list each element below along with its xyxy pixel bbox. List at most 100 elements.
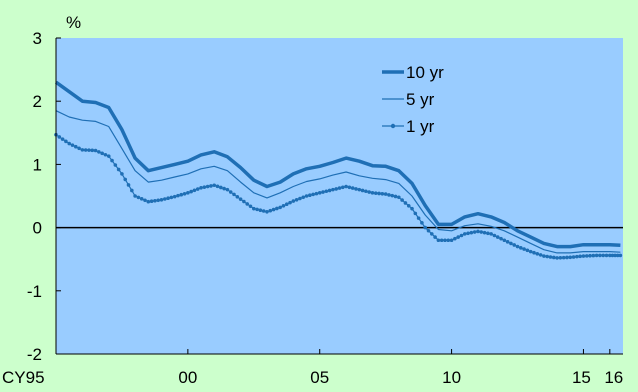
data-point [70,143,75,147]
data-point [238,197,243,201]
data-point [73,144,78,149]
data-point [545,254,549,259]
y-axis-unit-label: % [66,13,81,32]
data-point [538,253,543,257]
data-point [166,196,170,201]
data-point [232,192,236,197]
data-point [535,252,540,256]
y-tick-label: 0 [33,219,42,238]
data-point [261,209,266,213]
data-point [268,208,273,213]
data-point [426,228,431,233]
data-point [472,230,477,234]
data-point [83,148,88,152]
data-point [393,194,398,199]
data-point [344,184,348,189]
data-point [613,253,617,258]
data-point [542,254,546,258]
legend-label-10-yr: 10 yr [406,63,444,82]
data-point [459,233,464,238]
data-point [304,194,309,198]
data-point [528,249,533,254]
data-point [212,183,217,188]
data-point [225,187,230,192]
data-point [499,236,503,241]
data-point [584,254,589,258]
data-point [367,190,371,194]
data-point [97,150,101,154]
data-point [383,192,388,196]
legend-label-1-yr: 1 yr [406,117,435,136]
data-point [495,235,500,239]
y-tick-label: 2 [33,92,42,111]
data-point [192,188,197,193]
data-point [284,202,289,207]
data-point [205,184,210,189]
data-point [337,186,342,190]
x-tick-label: 15 [572,368,591,387]
data-point [324,189,329,194]
data-point [182,191,187,196]
data-point [77,146,81,151]
data-point [449,238,454,243]
data-point [209,184,213,188]
data-point [189,189,193,194]
data-point [251,206,256,211]
data-point [604,253,609,258]
data-point [143,198,147,203]
data-point [575,254,579,259]
data-point [176,193,180,198]
data-point [515,244,520,249]
data-point [248,204,253,209]
data-point [291,199,296,203]
data-point [235,194,240,199]
data-point [416,216,421,220]
data-point [275,206,279,211]
data-point [561,255,566,260]
data-point [436,238,441,243]
data-point [126,183,131,187]
data-point [110,158,114,163]
data-point [532,250,536,255]
data-point [591,253,596,258]
data-point [288,200,292,205]
data-point [228,190,233,194]
data-point [308,193,312,198]
data-point [571,255,576,259]
y-tick-label: 1 [33,155,42,174]
data-point [340,185,345,190]
data-point [390,193,395,198]
data-point [618,253,623,258]
data-point [179,192,184,197]
data-point [103,152,108,157]
data-point [598,253,602,258]
data-point [136,195,141,200]
data-point [321,190,325,194]
data-point [80,148,85,152]
data-point [199,185,203,190]
data-point [113,163,118,167]
data-point [403,201,408,205]
data-point [581,254,586,258]
data-point [314,191,319,196]
data-point [334,187,339,191]
data-point [439,238,444,243]
data-point [397,195,401,200]
data-point [489,232,493,236]
data-point [133,194,137,198]
data-point [594,253,599,258]
data-point [387,193,391,197]
data-point [423,225,428,230]
data-point [555,256,559,260]
data-point [294,197,299,202]
data-point [317,191,322,195]
data-point [93,148,98,153]
data-point [202,185,207,189]
data-point [364,189,368,194]
legend-label-5-yr: 5 yr [406,90,435,109]
x-tick-label: 10 [442,368,461,387]
data-point [301,195,306,200]
data-point [100,151,104,156]
data-point [149,199,154,204]
